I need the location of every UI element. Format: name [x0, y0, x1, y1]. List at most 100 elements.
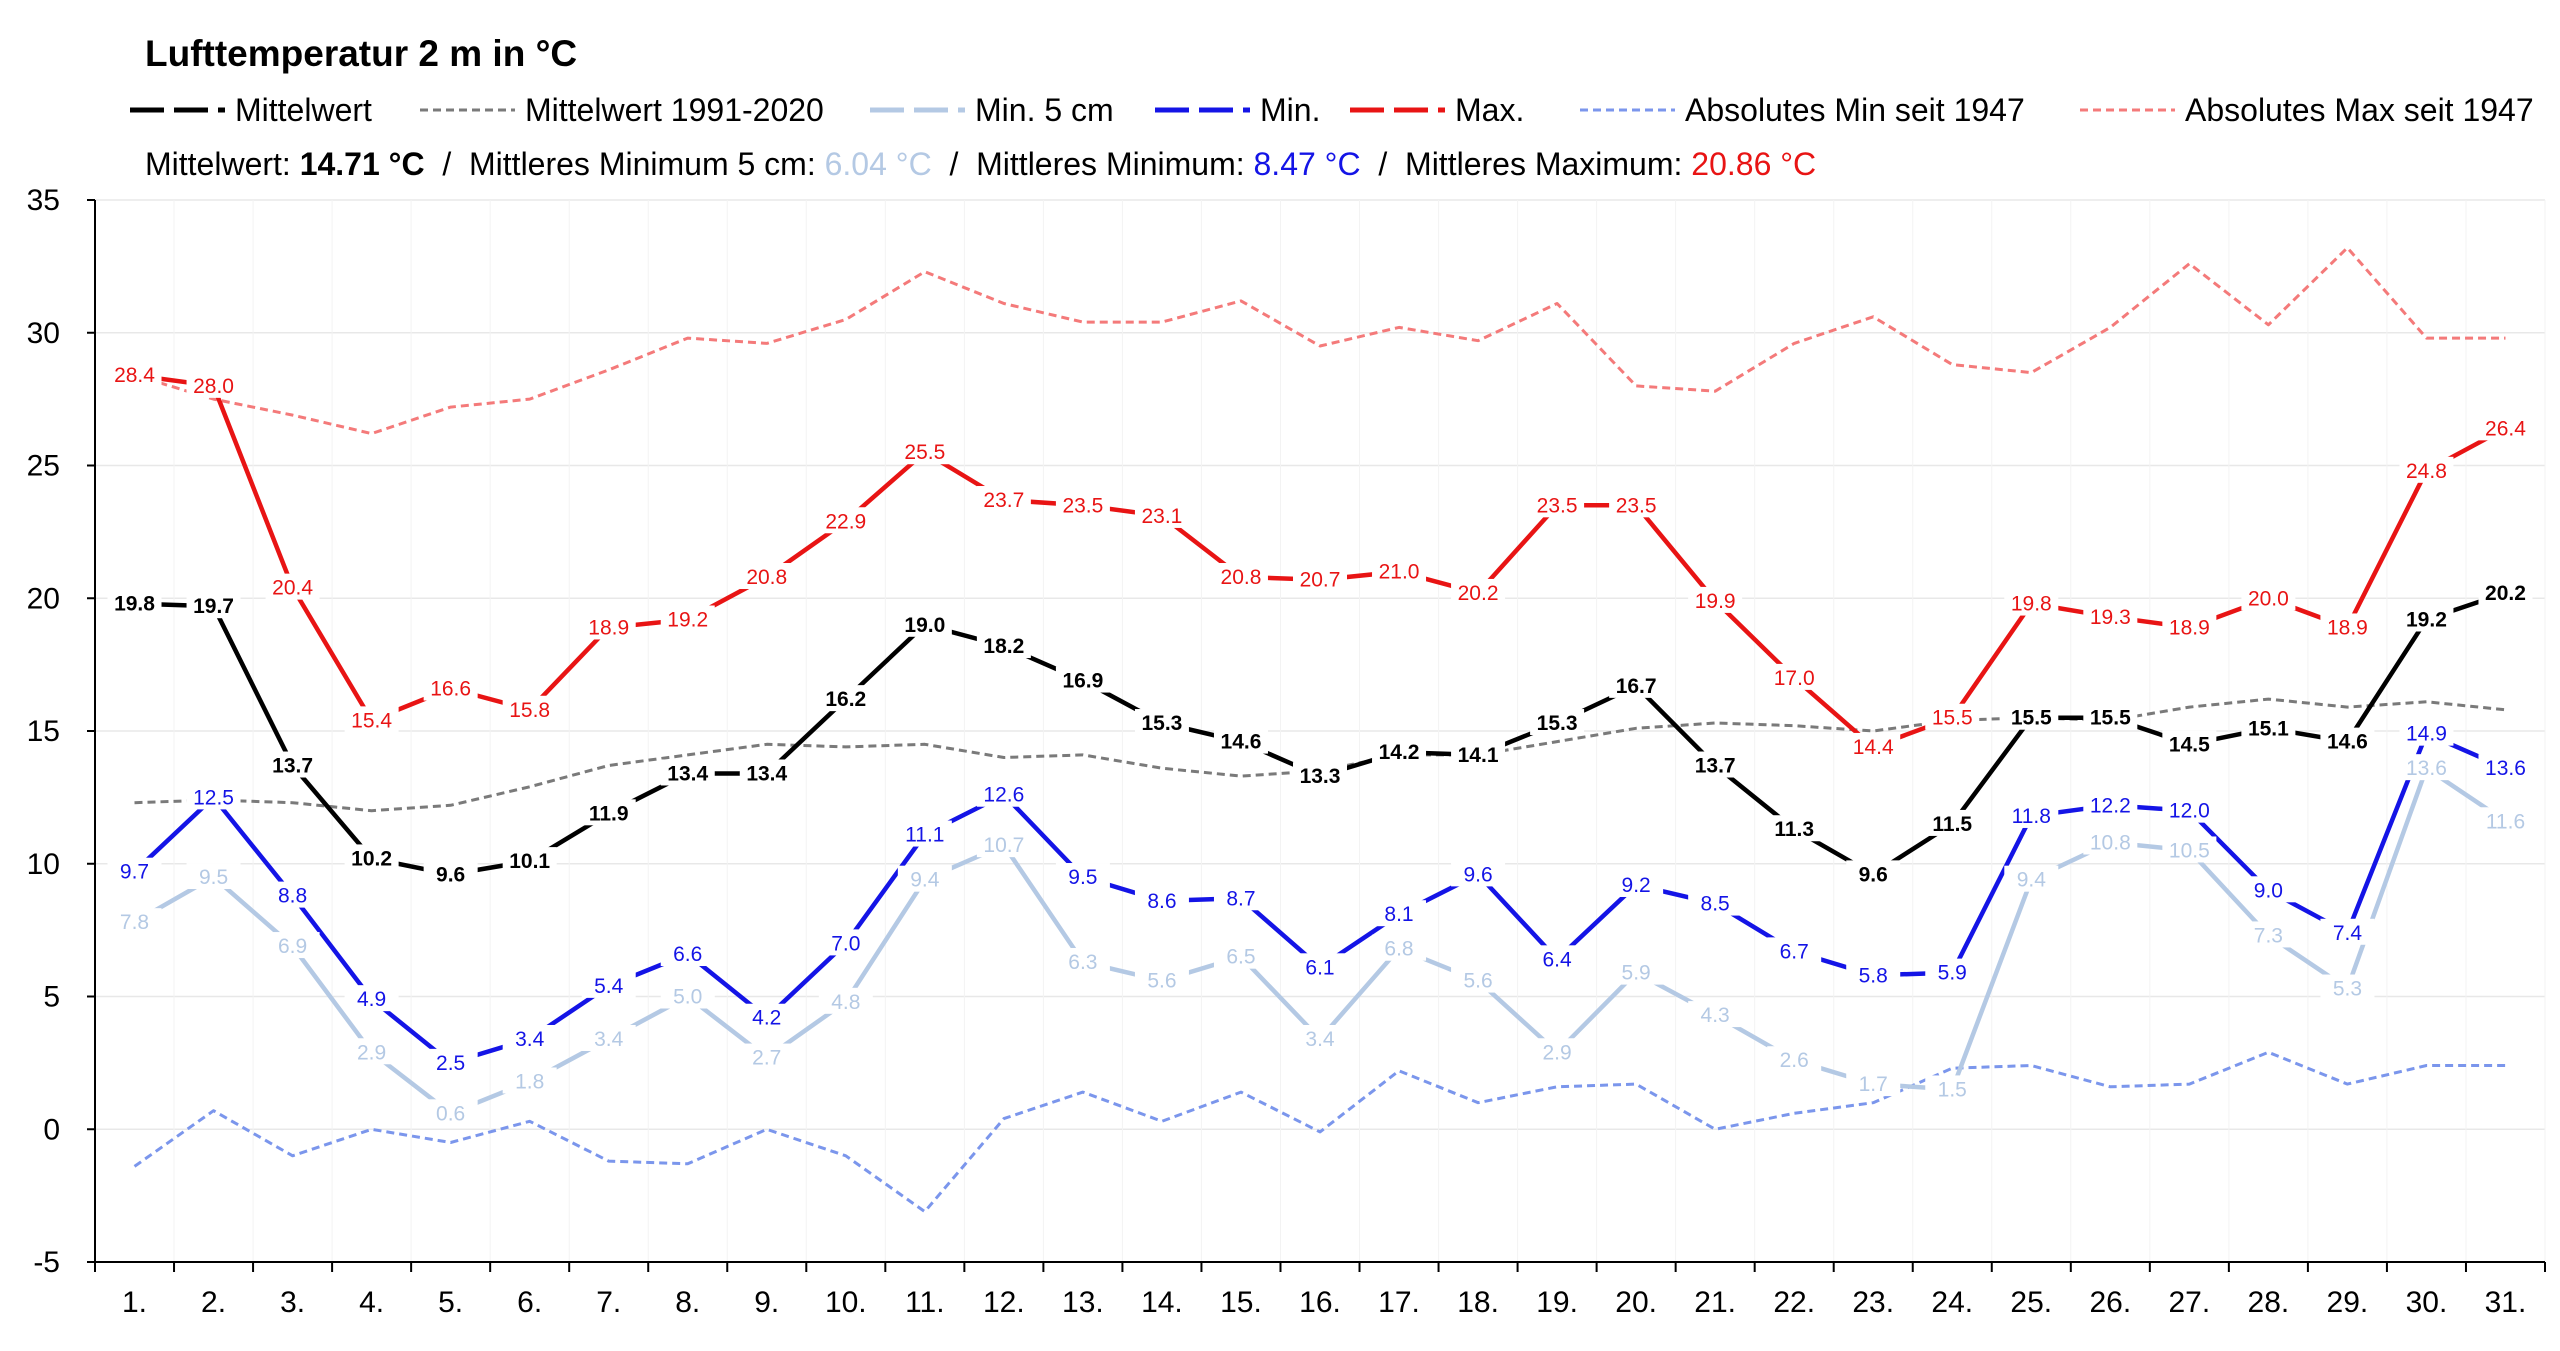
y-tick-label: 25	[27, 450, 60, 483]
data-label-bg	[2162, 836, 2217, 863]
data-label-bg	[265, 573, 320, 600]
data-label-bg	[1925, 958, 1980, 985]
data-label-mittelwert: 13.7	[272, 755, 313, 778]
data-label-max: 20.7	[1300, 569, 1341, 592]
data-label-bg	[1767, 1046, 1822, 1073]
data-label-min: 8.5	[1701, 893, 1730, 916]
data-label-max: 23.5	[1062, 494, 1103, 517]
x-tick-label: 25.	[2010, 1286, 2052, 1319]
x-tick-label: 24.	[1931, 1286, 1973, 1319]
x-tick-label: 7.	[596, 1286, 621, 1319]
data-label-min-5-cm: 1.5	[1938, 1078, 1967, 1101]
data-label-max: 15.5	[1932, 707, 1973, 730]
data-label-bg	[976, 780, 1031, 807]
data-label-bg	[897, 820, 952, 847]
y-tick-label: -5	[33, 1246, 60, 1279]
data-label-bg	[581, 799, 636, 826]
data-label-bg	[1609, 671, 1664, 698]
data-label-max: 17.0	[1774, 667, 1815, 690]
data-label-bg	[2241, 921, 2296, 948]
data-label-bg	[344, 985, 399, 1012]
series-line-absolutes-max-seit-1947	[134, 246, 2506, 436]
x-tick-label: 17.	[1378, 1286, 1420, 1319]
data-label-bg	[1055, 666, 1110, 693]
data-label-min: 8.1	[1384, 903, 1413, 926]
data-label-bg	[2004, 589, 2059, 616]
data-label-min-5-cm: 7.8	[120, 911, 149, 934]
data-label-bg	[976, 831, 1031, 858]
data-label-max: 19.9	[1695, 590, 1736, 613]
data-label-bg	[2083, 703, 2138, 730]
data-label-bg	[1055, 947, 1110, 974]
data-label-mittelwert: 11.5	[1932, 813, 1972, 836]
x-tick-label: 23.	[1852, 1286, 1894, 1319]
data-label-bg	[1134, 709, 1189, 736]
data-label-min: 12.6	[983, 784, 1024, 807]
data-labels-layer: 7.8 9.5 6.9 2.9 0.6 1.8 3.4 5.0 2.7 4.8 9.4 10.7 6.3…	[107, 361, 2533, 1126]
data-label-mittelwert: 13.7	[1695, 755, 1736, 778]
x-tick-label: 2.	[201, 1286, 226, 1319]
data-label-bg	[344, 844, 399, 871]
data-label-bg	[660, 940, 715, 967]
chart-title: Lufttemperatur 2 m in °C	[145, 33, 577, 74]
data-label-bg	[186, 783, 241, 810]
data-label-min: 4.2	[752, 1007, 781, 1030]
data-label-bg	[2478, 807, 2533, 834]
data-label-bg	[1293, 565, 1347, 592]
x-tick-label: 8.	[675, 1286, 700, 1319]
data-label-bg	[2320, 613, 2375, 640]
x-tick-label: 16.	[1299, 1286, 1341, 1319]
data-label-min-5-cm: 2.6	[1780, 1049, 1809, 1072]
data-label-max: 20.4	[272, 577, 313, 600]
data-label-max: 15.8	[509, 699, 550, 722]
data-label-bg	[2478, 578, 2533, 605]
x-tick-label: 14.	[1141, 1286, 1183, 1319]
data-label-mittelwert: 14.1	[1458, 744, 1499, 767]
data-label-bg	[976, 632, 1031, 659]
data-label-min-5-cm: 5.9	[1622, 962, 1651, 985]
data-label-min-5-cm: 5.6	[1463, 970, 1492, 993]
data-label-bg	[818, 987, 873, 1014]
data-label-mittelwert: 19.0	[904, 614, 945, 637]
data-label-max: 28.4	[114, 364, 155, 387]
data-label-bg	[2083, 828, 2138, 855]
data-label-bg	[1925, 809, 1980, 836]
data-label-bg	[1451, 966, 1506, 993]
data-label-min: 12.0	[2169, 800, 2210, 823]
data-label-min: 14.9	[2406, 723, 2447, 746]
data-label-bg	[344, 1038, 399, 1065]
data-label-bg	[1213, 727, 1268, 754]
y-tick-label: 20	[27, 582, 60, 615]
data-label-max: 19.3	[2090, 606, 2131, 629]
data-label-bg	[1688, 889, 1743, 916]
data-label-mittelwert: 16.2	[825, 688, 866, 711]
data-label-bg	[1372, 738, 1427, 765]
data-label-bg	[265, 881, 320, 908]
data-label-bg	[818, 507, 873, 534]
data-label-min-5-cm: 1.7	[1859, 1073, 1888, 1096]
data-label-bg	[1609, 958, 1664, 985]
data-label-max: 24.8	[2406, 460, 2447, 483]
legend-label-min-5-cm: Min. 5 cm	[975, 92, 1114, 128]
data-label-bg	[1055, 491, 1110, 518]
data-label-bg	[818, 685, 873, 712]
data-label-bg	[2320, 727, 2375, 754]
data-label-min: 6.4	[1542, 948, 1572, 971]
data-label-bg	[1530, 1038, 1585, 1065]
data-label-mittelwert: 13.3	[1300, 765, 1341, 788]
legend-label-min: Min.	[1260, 92, 1320, 128]
data-label-min-5-cm: 4.8	[831, 991, 860, 1014]
data-label-min-5-cm: 6.8	[1384, 938, 1413, 961]
data-label-mittelwert: 15.3	[1537, 712, 1578, 735]
data-label-min: 6.6	[673, 943, 702, 966]
data-label-bg	[502, 847, 557, 874]
data-label-bg	[1134, 501, 1189, 528]
data-label-mittelwert: 19.7	[193, 595, 234, 618]
data-label-max: 25.5	[904, 441, 945, 464]
x-tick-label: 22.	[1773, 1286, 1815, 1319]
data-label-bg	[2320, 974, 2375, 1001]
data-label-bg	[1213, 884, 1268, 911]
data-label-bg	[2399, 605, 2454, 632]
